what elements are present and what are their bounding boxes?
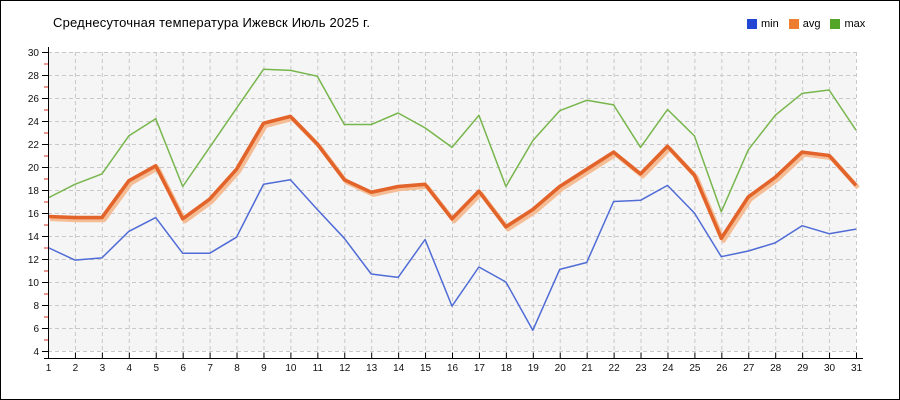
- svg-text:16: 16: [28, 209, 40, 220]
- svg-text:26: 26: [716, 363, 728, 374]
- svg-text:14: 14: [28, 232, 40, 243]
- svg-text:21: 21: [582, 363, 594, 374]
- x-tick-labels: 1 2 3 4 5 6 7 8 9 10 11 12 13 14 15 16 17 18 19 20 21 22 23 24 2…: [46, 352, 863, 374]
- svg-text:2: 2: [73, 363, 79, 374]
- svg-text:14: 14: [393, 363, 405, 374]
- max-line: [47, 68, 857, 213]
- svg-text:28: 28: [28, 71, 40, 82]
- min-line: [47, 178, 857, 332]
- svg-text:5: 5: [153, 363, 159, 374]
- svg-text:22: 22: [28, 140, 40, 151]
- svg-text:4: 4: [33, 347, 39, 358]
- svg-text:12: 12: [28, 255, 40, 266]
- svg-text:25: 25: [689, 363, 701, 374]
- svg-text:1: 1: [46, 363, 52, 374]
- svg-text:10: 10: [285, 363, 297, 374]
- avg-line-shadow: [50, 116, 860, 243]
- legend-label-min: min: [761, 18, 779, 30]
- svg-text:28: 28: [770, 363, 782, 374]
- svg-text:29: 29: [797, 363, 809, 374]
- svg-text:16: 16: [447, 363, 459, 374]
- svg-text:24: 24: [662, 363, 674, 374]
- y-minor-ticks: [44, 63, 48, 341]
- svg-text:30: 30: [824, 363, 836, 374]
- svg-text:18: 18: [501, 363, 513, 374]
- legend-item-min: min: [747, 18, 779, 30]
- svg-text:4: 4: [127, 363, 133, 374]
- svg-text:12: 12: [339, 363, 351, 374]
- svg-text:20: 20: [28, 163, 40, 174]
- legend-item-max: max: [830, 18, 865, 30]
- svg-text:23: 23: [635, 363, 647, 374]
- svg-text:26: 26: [28, 94, 40, 105]
- svg-text:27: 27: [743, 363, 755, 374]
- svg-text:31: 31: [851, 363, 863, 374]
- svg-text:22: 22: [609, 363, 621, 374]
- svg-text:6: 6: [33, 324, 39, 335]
- svg-text:18: 18: [28, 186, 40, 197]
- legend: min avg max: [747, 18, 865, 30]
- svg-text:17: 17: [474, 363, 486, 374]
- svg-text:10: 10: [28, 278, 40, 289]
- legend-item-avg: avg: [788, 18, 821, 30]
- legend-label-avg: avg: [802, 18, 821, 30]
- axes: [44, 47, 863, 359]
- svg-text:20: 20: [555, 363, 567, 374]
- svg-text:30: 30: [28, 48, 40, 59]
- svg-text:6: 6: [180, 363, 186, 374]
- avg-line: [47, 114, 858, 241]
- svg-text:13: 13: [366, 363, 378, 374]
- svg-text:8: 8: [234, 363, 240, 374]
- svg-text:11: 11: [313, 363, 324, 374]
- svg-text:24: 24: [28, 117, 40, 128]
- svg-text:8: 8: [33, 301, 39, 312]
- y-tick-labels: 4 6 8 10 12 14 16 18 20 22 24 26 28 30: [28, 48, 48, 358]
- svg-text:19: 19: [528, 363, 540, 374]
- min-swatch-icon: [747, 19, 757, 29]
- avg-swatch-icon: [788, 19, 799, 29]
- chart-title: Среднесуточная температура Ижевск Июль 2…: [53, 15, 371, 30]
- svg-text:15: 15: [420, 363, 432, 374]
- svg-text:9: 9: [261, 363, 267, 374]
- svg-text:3: 3: [100, 363, 106, 374]
- svg-text:7: 7: [207, 363, 213, 374]
- max-swatch-icon: [830, 19, 841, 29]
- legend-label-max: max: [844, 18, 866, 30]
